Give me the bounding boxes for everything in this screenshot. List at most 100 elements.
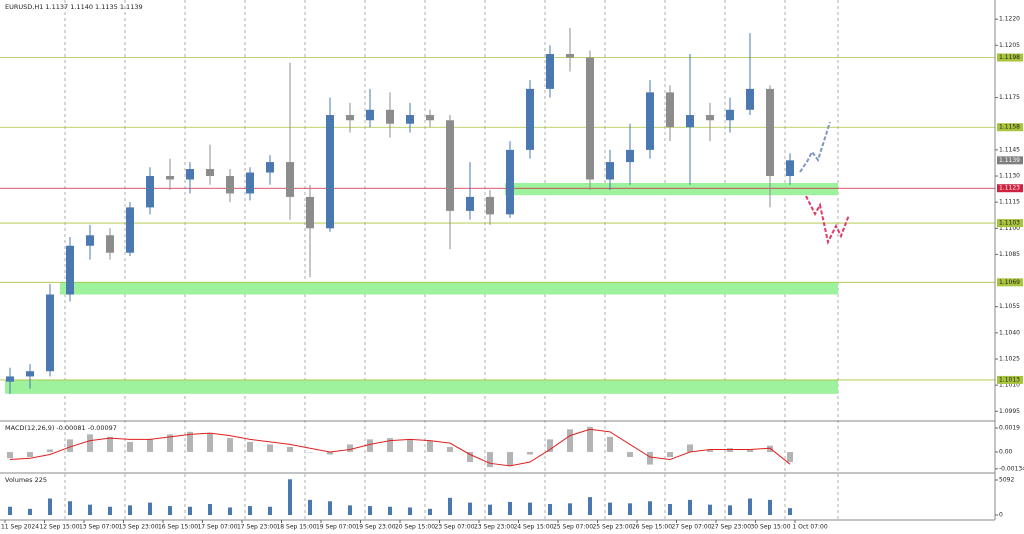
- forecast-up-arrow: [799, 121, 831, 173]
- x-tick-label: 12 Sep 15:00: [39, 524, 79, 531]
- x-tick-label: 30 Sep 15:00: [750, 524, 790, 531]
- y-tick-label: 0: [999, 512, 1003, 519]
- support-zone: [5, 379, 838, 394]
- macd-bar: [587, 426, 593, 452]
- volume-bar: [748, 498, 752, 516]
- macd-bar: [47, 449, 53, 452]
- price-level-tag: [997, 278, 1023, 287]
- y-tick-label: 0.00: [999, 448, 1013, 455]
- y-tick-label: 5092: [999, 477, 1014, 484]
- price-level-label: 1.1158: [999, 124, 1020, 131]
- volume-title: Volumes 225: [5, 476, 47, 484]
- candle-body: [266, 162, 274, 173]
- macd-bar: [327, 451, 333, 455]
- x-tick-label: 13 Sep 07:00: [79, 524, 119, 531]
- candle-body: [546, 54, 554, 89]
- plot: [0, 27, 995, 516]
- volume-bar: [88, 504, 92, 516]
- volume-bar: [628, 503, 632, 516]
- macd-bar: [387, 438, 393, 452]
- macd-bar: [7, 451, 13, 459]
- candle-body: [726, 109, 734, 121]
- macd-bar: [287, 446, 293, 452]
- volume-bar: [388, 506, 392, 516]
- macd-bar: [27, 451, 33, 458]
- volume-bar: [788, 508, 792, 516]
- macd-bar: [727, 448, 733, 452]
- volume-bar: [108, 506, 112, 516]
- macd-bar: [607, 436, 613, 452]
- y-tick-label: 1.1025: [999, 356, 1020, 363]
- candle-body: [626, 149, 634, 163]
- candle-body: [26, 371, 34, 377]
- macd-bar: [507, 451, 513, 466]
- macd-bar: [427, 440, 433, 452]
- volume-bar: [248, 506, 252, 516]
- macd-bar: [707, 449, 713, 452]
- price-level-tag: [997, 53, 1023, 62]
- volume-bar: [668, 504, 672, 516]
- macd-bar: [227, 438, 233, 452]
- candle-body: [566, 54, 574, 58]
- macd-signal-line: [9, 428, 791, 467]
- candle-body: [6, 376, 14, 382]
- volume-bar: [168, 506, 172, 516]
- volume-bar: [448, 497, 452, 516]
- price-level-label: 1.1123: [999, 185, 1020, 192]
- macd-bar: [567, 429, 573, 452]
- candle-body: [146, 176, 154, 208]
- candle-body: [486, 196, 494, 215]
- macd-bar: [467, 451, 473, 463]
- candle-body: [366, 109, 374, 121]
- candle-body: [306, 196, 314, 229]
- candle-body: [506, 149, 514, 215]
- y-tick-label: 1.1115: [999, 199, 1020, 206]
- macd-bar: [107, 436, 113, 452]
- forecast-down-arrow: [805, 195, 850, 245]
- macd-bar: [347, 444, 353, 452]
- y-tick-label: 1.1205: [999, 42, 1020, 49]
- x-tick-label: 25 Sep 07:00: [553, 524, 593, 531]
- volume-bar: [568, 503, 572, 516]
- x-tick-label: 27 Sep 07:00: [671, 524, 711, 531]
- volume-bar: [508, 501, 512, 516]
- candle-body: [206, 169, 214, 177]
- macd-bar: [527, 451, 533, 455]
- volume-bar: [488, 504, 492, 516]
- x-tick-label: 16 Sep 15:00: [158, 524, 198, 531]
- macd-bar: [787, 451, 793, 463]
- y-tick-label: 1.1145: [999, 146, 1020, 153]
- grid: [64, 0, 839, 520]
- volume-bar: [308, 499, 312, 516]
- x-tick-label: 17 Sep 07:00: [197, 524, 237, 531]
- x-tick-label: 1 Oct 07:00: [792, 524, 827, 531]
- candle-body: [666, 92, 674, 128]
- volume-bar: [188, 506, 192, 516]
- x-tick-label: 25 Sep 23:00: [592, 524, 632, 531]
- x-tick-label: 24 Sep 15:00: [513, 524, 553, 531]
- price-level-tag: [997, 375, 1023, 384]
- candle-body: [586, 57, 594, 180]
- price-level-label: 1.1069: [999, 279, 1020, 286]
- volume-bar: [608, 502, 612, 516]
- candle-body: [66, 245, 74, 295]
- y-tick-label: 1.1100: [999, 225, 1020, 232]
- volume-bar: [768, 499, 772, 516]
- macd-bar: [207, 433, 213, 452]
- x-tick-label: 19 Sep 23:00: [355, 524, 395, 531]
- candle-body: [786, 160, 794, 177]
- price-level-tag: [997, 156, 1023, 165]
- x-tick-label: 13 Sep 23:00: [118, 524, 158, 531]
- volume-bar: [528, 502, 532, 516]
- candle-body: [746, 88, 754, 110]
- candle-body: [346, 115, 354, 121]
- y-tick-label: 1.0995: [999, 408, 1020, 415]
- volume-bar: [288, 479, 292, 516]
- macd-bar: [87, 434, 93, 452]
- macd-bar: [687, 444, 693, 452]
- candle-body: [186, 169, 194, 180]
- candle-body: [86, 235, 94, 246]
- macd-bar: [187, 431, 193, 452]
- volume-bar: [28, 508, 32, 516]
- volume-bar: [228, 507, 232, 516]
